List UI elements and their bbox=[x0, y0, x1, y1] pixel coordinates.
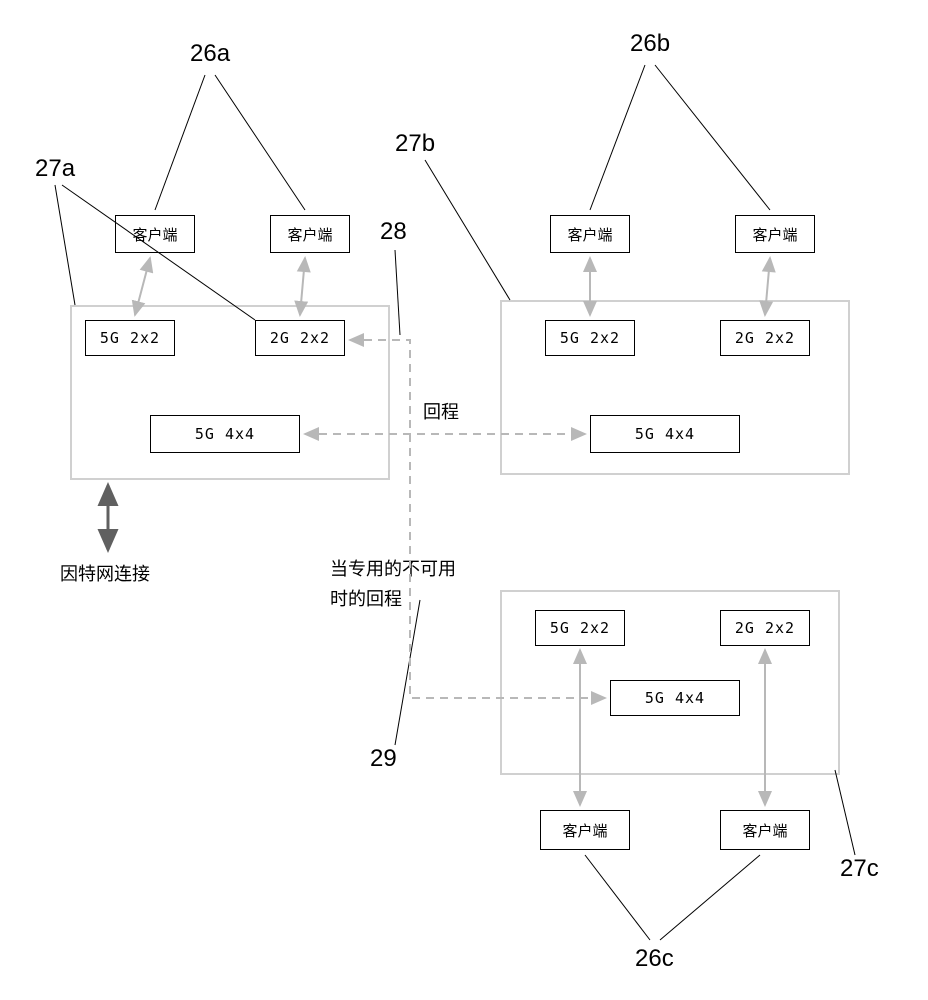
client-a1: 客户端 bbox=[115, 215, 195, 253]
ap-c-radio-5g-4x4: 5G 4x4 bbox=[610, 680, 740, 716]
client-a2: 客户端 bbox=[270, 215, 350, 253]
ap-c-radio-5g-2x2: 5G 2x2 bbox=[535, 610, 625, 646]
callout-27b: 27b bbox=[395, 130, 435, 158]
arrows-layer bbox=[0, 0, 928, 1000]
ap-c-radio-2g-2x2: 2G 2x2 bbox=[720, 610, 810, 646]
label-backhaul: 回程 bbox=[423, 398, 459, 424]
ap-a-radio-5g-2x2: 5G 2x2 bbox=[85, 320, 175, 356]
client-c1: 客户端 bbox=[540, 810, 630, 850]
callout-27a: 27a bbox=[35, 155, 75, 183]
callout-26c: 26c bbox=[635, 945, 674, 973]
client-c2: 客户端 bbox=[720, 810, 810, 850]
ap-a-radio-5g-4x4: 5G 4x4 bbox=[150, 415, 300, 453]
diagram-canvas: 26a 26b 27a 27b 28 29 27c 26c 5G 2x2 2G … bbox=[0, 0, 928, 1000]
callout-26a: 26a bbox=[190, 40, 230, 68]
label-internet: 因特网连接 bbox=[60, 560, 150, 586]
callout-29: 29 bbox=[370, 745, 397, 773]
ap-a-radio-2g-2x2: 2G 2x2 bbox=[255, 320, 345, 356]
callout-26b: 26b bbox=[630, 30, 670, 58]
ap-b-radio-2g-2x2: 2G 2x2 bbox=[720, 320, 810, 356]
ap-b-radio-5g-2x2: 5G 2x2 bbox=[545, 320, 635, 356]
ap-b-radio-5g-4x4: 5G 4x4 bbox=[590, 415, 740, 453]
label-fallback-line2: 时的回程 bbox=[330, 585, 402, 611]
client-b2: 客户端 bbox=[735, 215, 815, 253]
client-b1: 客户端 bbox=[550, 215, 630, 253]
label-fallback-line1: 当专用的不可用 bbox=[330, 555, 456, 581]
callout-27c: 27c bbox=[840, 855, 879, 883]
callout-28: 28 bbox=[380, 218, 407, 246]
